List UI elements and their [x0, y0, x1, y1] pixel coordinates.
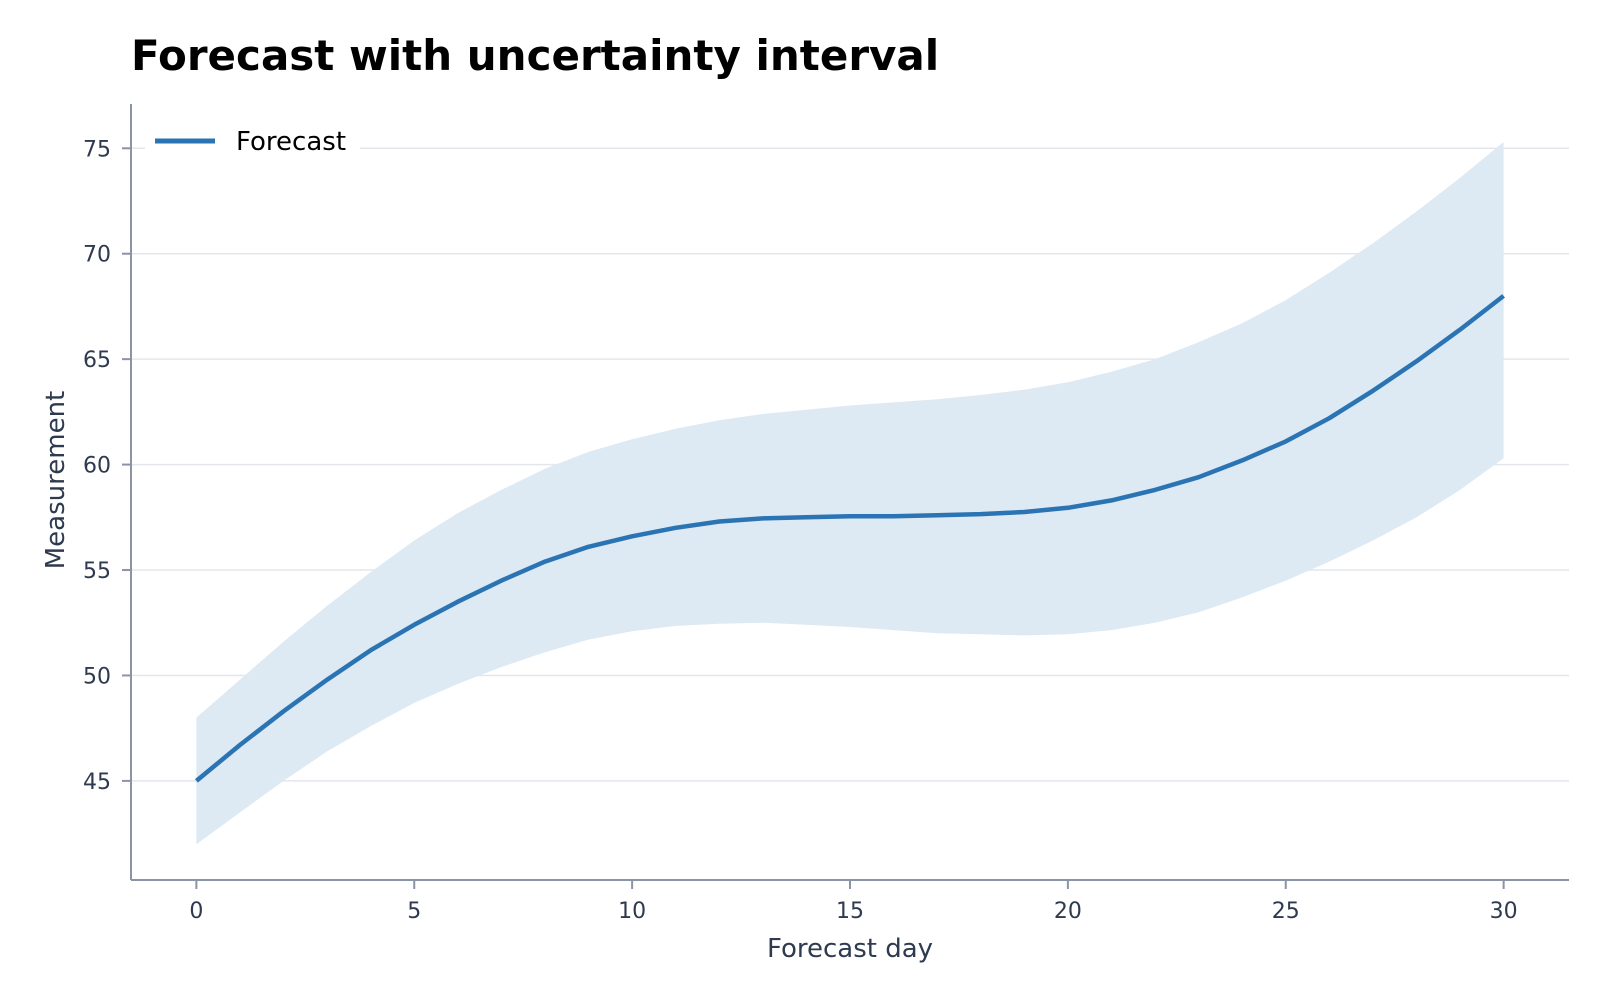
x-tick-label-20: 20: [1054, 899, 1082, 924]
legend-label-forecast: Forecast: [236, 127, 346, 157]
y-tick-label-65: 65: [83, 348, 111, 373]
y-axis-title: Measurement: [41, 391, 71, 570]
x-axis-ticks: 0 5 10 15 20 25 30: [189, 880, 1518, 924]
x-axis-title: Forecast day: [767, 934, 933, 964]
y-tick-label-60: 60: [83, 454, 111, 479]
y-tick-label-70: 70: [83, 243, 111, 268]
x-tick-label-15: 15: [836, 899, 864, 924]
y-tick-label-50: 50: [83, 664, 111, 689]
legend: Forecast: [145, 118, 360, 166]
uncertainty-band: [196, 142, 1504, 845]
x-tick-label-5: 5: [407, 899, 421, 924]
x-tick-label-30: 30: [1490, 899, 1518, 924]
forecast-line: [194, 294, 1505, 783]
y-tick-label-75: 75: [83, 137, 111, 162]
y-axis-ticks: 45 50 55 60 65 70 75: [83, 137, 131, 795]
x-tick-label-0: 0: [189, 899, 203, 924]
chart-title: Forecast with uncertainty interval: [131, 31, 940, 80]
x-tick-label-10: 10: [618, 899, 646, 924]
y-tick-label-45: 45: [83, 770, 111, 795]
x-tick-label-25: 25: [1272, 899, 1300, 924]
y-tick-label-55: 55: [83, 559, 111, 584]
